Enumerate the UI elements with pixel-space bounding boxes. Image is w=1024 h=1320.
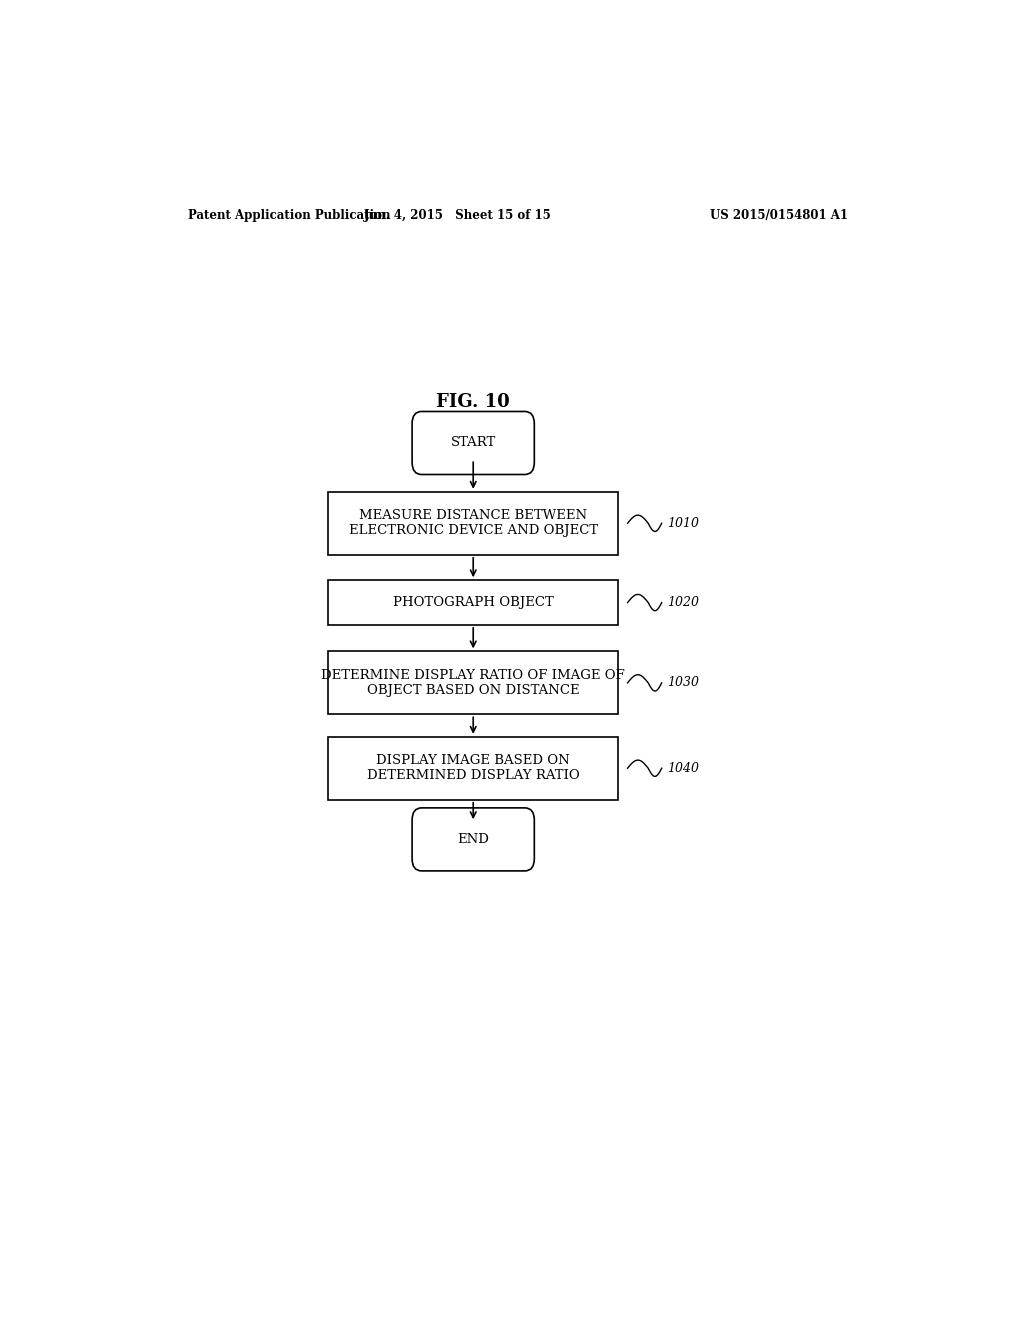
Text: MEASURE DISTANCE BETWEEN
ELECTRONIC DEVICE AND OBJECT: MEASURE DISTANCE BETWEEN ELECTRONIC DEVI… — [348, 510, 598, 537]
Text: 1040: 1040 — [668, 762, 699, 775]
Text: Jun. 4, 2015   Sheet 15 of 15: Jun. 4, 2015 Sheet 15 of 15 — [364, 209, 551, 222]
Text: END: END — [458, 833, 489, 846]
Text: US 2015/0154801 A1: US 2015/0154801 A1 — [710, 209, 848, 222]
Text: DETERMINE DISPLAY RATIO OF IMAGE OF
OBJECT BASED ON DISTANCE: DETERMINE DISPLAY RATIO OF IMAGE OF OBJE… — [322, 669, 625, 697]
FancyBboxPatch shape — [412, 808, 535, 871]
FancyBboxPatch shape — [329, 737, 618, 800]
Text: 1030: 1030 — [668, 676, 699, 689]
Text: 1010: 1010 — [668, 517, 699, 529]
Text: FIG. 10: FIG. 10 — [436, 393, 510, 412]
FancyBboxPatch shape — [329, 651, 618, 714]
Text: PHOTOGRAPH OBJECT: PHOTOGRAPH OBJECT — [393, 597, 554, 609]
Text: Patent Application Publication: Patent Application Publication — [187, 209, 390, 222]
FancyBboxPatch shape — [329, 492, 618, 554]
FancyBboxPatch shape — [412, 412, 535, 474]
Text: DISPLAY IMAGE BASED ON
DETERMINED DISPLAY RATIO: DISPLAY IMAGE BASED ON DETERMINED DISPLA… — [367, 754, 580, 783]
Text: 1020: 1020 — [668, 597, 699, 609]
FancyBboxPatch shape — [329, 581, 618, 624]
Text: START: START — [451, 437, 496, 450]
